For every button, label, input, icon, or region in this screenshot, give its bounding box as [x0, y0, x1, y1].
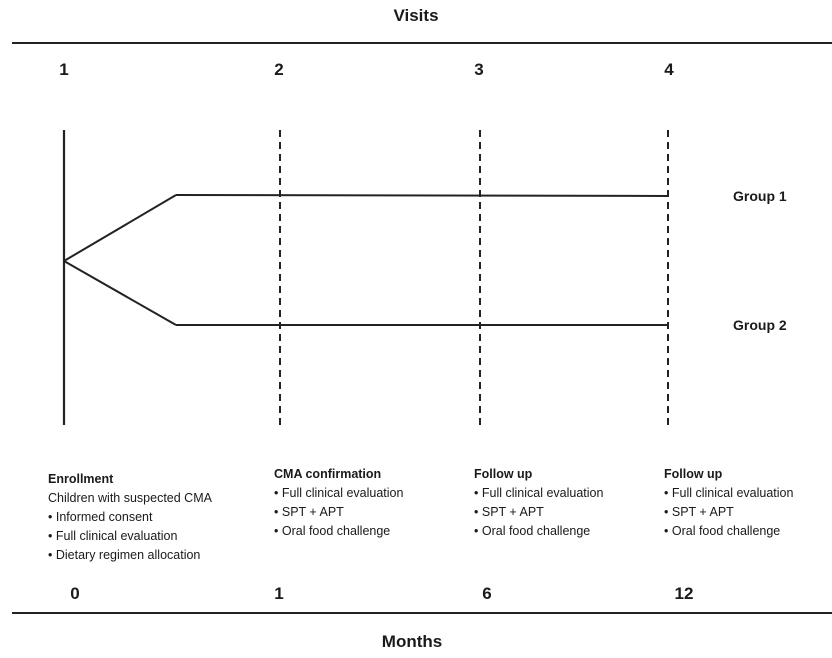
- visit-2-item: Oral food challenge: [274, 522, 403, 541]
- visit-4-title: Follow up: [664, 467, 723, 481]
- group-1-branch: [63, 194, 177, 262]
- month-number-12: 12: [674, 584, 694, 603]
- visit-number-2: 2: [274, 60, 284, 79]
- group-2-label: Group 2: [733, 317, 787, 333]
- visit-2-description: CMA confirmation Full clinical evaluatio…: [274, 465, 403, 541]
- month-number-0: 0: [70, 584, 80, 603]
- visit-1-title: Enrollment: [48, 472, 114, 486]
- group-1-label: Group 1: [733, 188, 787, 204]
- month-number-6: 6: [482, 584, 492, 603]
- visit-2-item: Full clinical evaluation: [274, 484, 404, 503]
- group-2-branch: [63, 260, 177, 326]
- visit-4-item: Oral food challenge: [664, 522, 793, 541]
- visit-3-item: Full clinical evaluation: [474, 484, 604, 503]
- visit-4-item: SPT + APT: [664, 503, 793, 522]
- group-1-line: [175, 194, 669, 197]
- visit-4-description: Follow up Full clinical evaluation SPT +…: [664, 465, 793, 541]
- visit-2-title: CMA confirmation: [274, 467, 382, 481]
- visit-3-item: SPT + APT: [474, 503, 603, 522]
- months-footer: Months: [381, 632, 443, 651]
- bottom-rule: [12, 612, 832, 614]
- visit-number-4: 4: [664, 60, 674, 79]
- visits-header: Visits: [393, 6, 439, 25]
- visit-3-description: Follow up Full clinical evaluation SPT +…: [474, 465, 603, 541]
- visit-number-1: 1: [59, 60, 69, 79]
- visit-number-3: 3: [474, 60, 484, 79]
- visit-1-item: Informed consent: [48, 508, 212, 527]
- visit-4-item: Full clinical evaluation: [664, 484, 794, 503]
- visit-3-title: Follow up: [474, 467, 533, 481]
- visit-3-item: Oral food challenge: [474, 522, 603, 541]
- month-number-1: 1: [274, 584, 284, 603]
- visit-1-description: Enrollment Children with suspected CMA I…: [48, 470, 212, 565]
- visit-2-item: SPT + APT: [274, 503, 403, 522]
- visit-1-subtitle: Children with suspected CMA: [48, 491, 212, 505]
- visit-1-item: Dietary regimen allocation: [48, 546, 212, 565]
- top-rule: [12, 42, 832, 44]
- visit-1-item: Full clinical evaluation: [48, 527, 212, 546]
